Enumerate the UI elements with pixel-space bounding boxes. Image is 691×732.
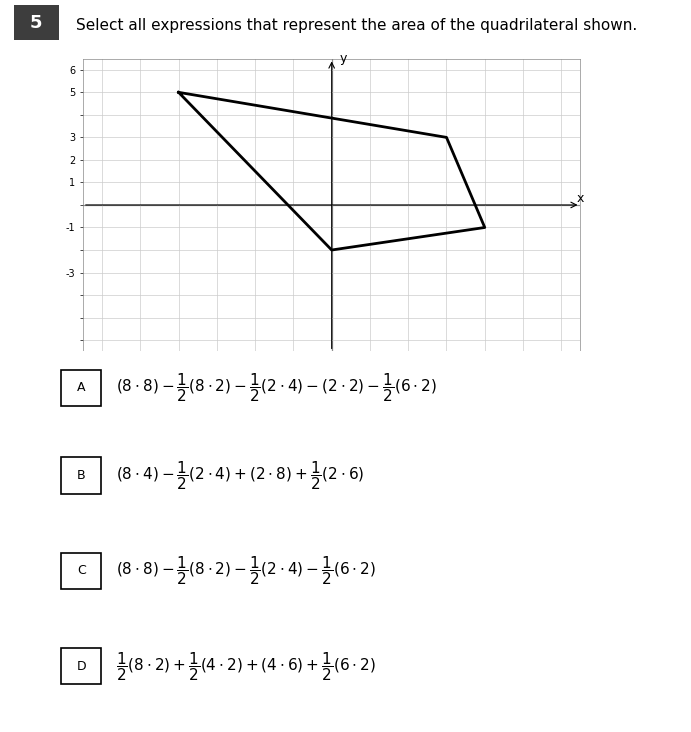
Text: B: B	[77, 469, 86, 482]
FancyBboxPatch shape	[61, 648, 101, 684]
Text: x: x	[577, 192, 584, 205]
Text: Select all expressions that represent the area of the quadrilateral shown.: Select all expressions that represent th…	[76, 18, 637, 33]
Text: D: D	[77, 660, 86, 673]
Text: 5: 5	[30, 14, 43, 31]
Text: $(8 \cdot 4) - \dfrac{1}{2}(2 \cdot 4) + (2 \cdot 8) + \dfrac{1}{2}(2 \cdot 6)$: $(8 \cdot 4) - \dfrac{1}{2}(2 \cdot 4) +…	[116, 460, 364, 492]
Text: y: y	[339, 52, 347, 65]
Text: $(8 \cdot 8) - \dfrac{1}{2}(8 \cdot 2) - \dfrac{1}{2}(2 \cdot 4) - (2 \cdot 2) -: $(8 \cdot 8) - \dfrac{1}{2}(8 \cdot 2) -…	[116, 372, 437, 404]
FancyBboxPatch shape	[61, 370, 101, 406]
Text: $\dfrac{1}{2}(8 \cdot 2) + \dfrac{1}{2}(4 \cdot 2) + (4 \cdot 6) + \dfrac{1}{2}(: $\dfrac{1}{2}(8 \cdot 2) + \dfrac{1}{2}(…	[116, 650, 376, 682]
Text: $(8 \cdot 8) - \dfrac{1}{2}(8 \cdot 2) - \dfrac{1}{2}(2 \cdot 4) - \dfrac{1}{2}(: $(8 \cdot 8) - \dfrac{1}{2}(8 \cdot 2) -…	[116, 555, 376, 587]
FancyBboxPatch shape	[61, 458, 101, 494]
Text: A: A	[77, 381, 86, 395]
Text: C: C	[77, 564, 86, 578]
FancyBboxPatch shape	[61, 553, 101, 589]
